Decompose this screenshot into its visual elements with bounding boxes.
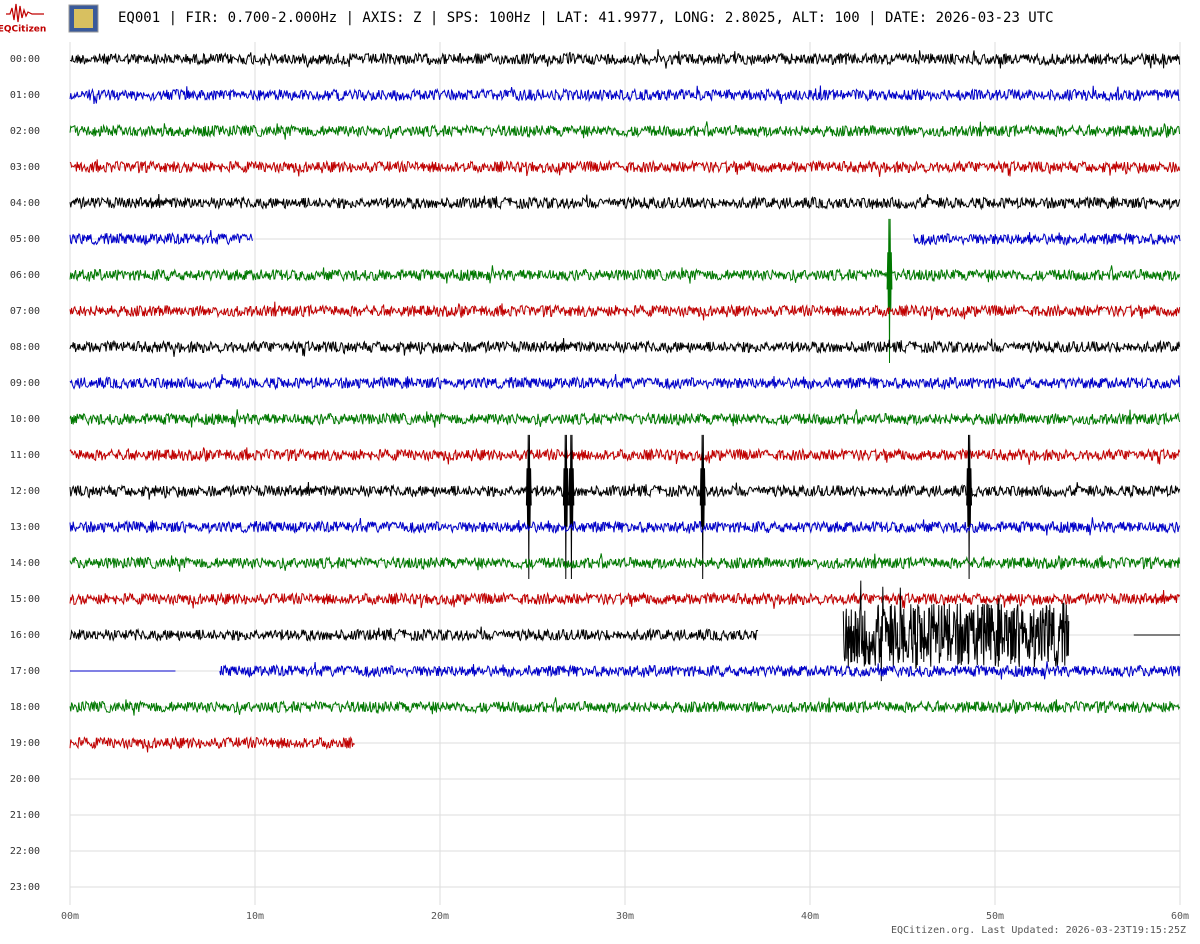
row-label: 02:00 — [10, 126, 40, 137]
row-label: 14:00 — [10, 558, 40, 569]
trace-segment — [69, 49, 1181, 69]
x-tick-label: 10m — [246, 911, 264, 922]
spike — [562, 434, 569, 580]
row-label: 21:00 — [10, 810, 40, 821]
trace-segment — [69, 517, 1181, 536]
trace-segment — [69, 447, 1181, 465]
x-tick-label: 00m — [61, 911, 79, 922]
labels: 00m 10m 20m 30m 40m 50m 60m 00:00 01:00 02:00 03:0… — [10, 54, 1189, 922]
spike — [525, 434, 532, 580]
x-tick-label: 60m — [1171, 911, 1189, 922]
x-tick-label: 30m — [616, 911, 634, 922]
row-label: 09:00 — [10, 378, 40, 389]
brand: EQCitizen — [0, 25, 46, 35]
logo-wave — [6, 3, 44, 23]
row-label: 13:00 — [10, 522, 40, 533]
trace-segment — [913, 232, 1181, 247]
row-label: 20:00 — [10, 774, 40, 785]
trace-segment — [69, 85, 1180, 105]
trace-segment — [69, 230, 253, 247]
logo: EQCitizen — [0, 3, 99, 35]
trace-segment — [69, 301, 1181, 321]
row-label: 16:00 — [10, 630, 40, 641]
x-tick-label: 20m — [431, 911, 449, 922]
trace-segment — [69, 265, 1181, 284]
spike — [966, 434, 972, 580]
trace-segment — [69, 409, 1181, 428]
trace-segment — [69, 121, 1181, 140]
row-label: 17:00 — [10, 666, 40, 677]
row-label: 06:00 — [10, 270, 40, 281]
footer: EQCitizen.org. Last Updated: 2026-03-23T… — [891, 925, 1186, 936]
row-label: 04:00 — [10, 198, 40, 209]
row-label: 15:00 — [10, 594, 40, 605]
row-label: 18:00 — [10, 702, 40, 713]
row-label: 10:00 — [10, 414, 40, 425]
row-label: 03:00 — [10, 162, 40, 173]
trace-segment — [69, 735, 356, 753]
trace-segment — [69, 626, 759, 643]
spike — [568, 434, 575, 580]
trace-segment — [69, 374, 1181, 391]
trace-segment — [69, 553, 1181, 572]
row-label: 01:00 — [10, 90, 40, 101]
row-label: 00:00 — [10, 54, 40, 65]
row-label: 19:00 — [10, 738, 40, 749]
trace-segment — [69, 697, 1181, 716]
trace-segment — [219, 661, 1181, 680]
row-label: 11:00 — [10, 450, 40, 461]
row-label: 07:00 — [10, 306, 40, 317]
x-tick-label: 50m — [986, 911, 1004, 922]
trace-segment — [69, 159, 1181, 177]
spike — [699, 434, 706, 580]
trace-segment — [69, 337, 1181, 357]
row-label: 05:00 — [10, 234, 40, 245]
chart-title: EQ001 | FIR: 0.700-2.000Hz | AXIS: Z | S… — [118, 10, 1054, 26]
row-label: 22:00 — [10, 846, 40, 857]
trace-segment — [69, 589, 1181, 609]
spike — [886, 218, 893, 364]
row-label: 23:00 — [10, 882, 40, 893]
burst — [842, 580, 1070, 682]
row-label: 08:00 — [10, 342, 40, 353]
station-icon-chip — [74, 9, 93, 28]
trace-segment — [69, 481, 1181, 500]
row-label: 12:00 — [10, 486, 40, 497]
x-tick-label: 40m — [801, 911, 819, 922]
grid — [69, 42, 1181, 905]
trace-segment — [69, 193, 1181, 211]
traces — [69, 49, 1181, 753]
